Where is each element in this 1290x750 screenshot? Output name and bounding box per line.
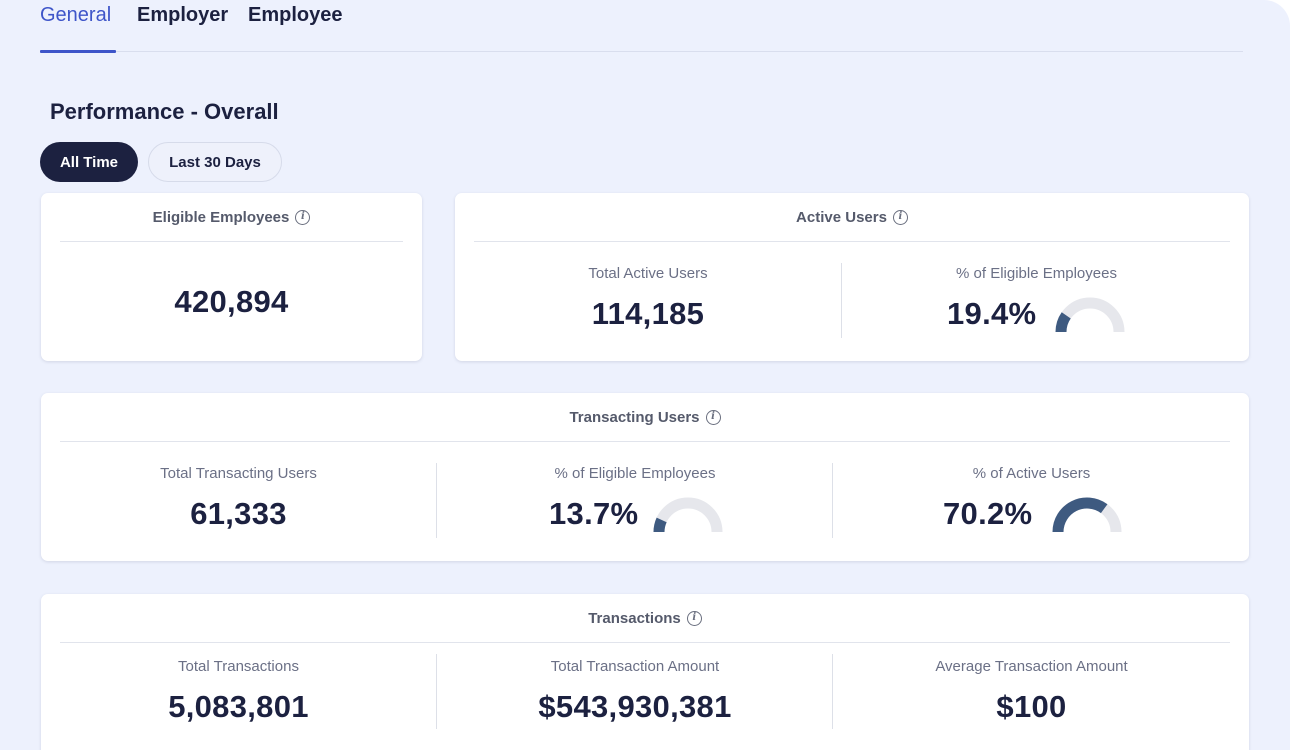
average-transaction-amount-value: $100 [996,689,1067,724]
filter-all-time-button[interactable]: All Time [40,142,138,182]
transacting-pct-active-gauge [1052,497,1122,533]
tab-employer[interactable]: Employer [137,4,229,26]
transactions-card: Transactions i Total Transactions 5,083,… [41,594,1249,750]
divider [436,654,437,729]
average-transaction-amount-label: Average Transaction Amount [935,658,1128,675]
transacting-pct-eligible-label: % of Eligible Employees [554,465,716,482]
card-title: Transactions [588,609,681,627]
transacting-pct-eligible-value: 13.7% [549,496,639,531]
gauge-fill [653,517,667,533]
total-active-users-value: 114,185 [591,296,705,331]
card-title: Transacting Users [569,408,700,426]
info-icon[interactable]: i [295,209,311,225]
total-transactions-label: Total Transactions [178,658,299,675]
card-header: Transactions i [60,594,1230,643]
page-title: Performance - Overall [50,99,279,124]
transacting-pct-active-value: 70.2% [943,496,1033,531]
eligible-employees-value: 420,894 [174,284,289,319]
gauge-track [1055,297,1125,333]
gauge-fill [1055,312,1071,333]
total-transacting-users-value: 61,333 [190,496,287,531]
tab-general[interactable]: General [40,4,116,53]
gauge-fill [1052,497,1108,533]
card-header: Transacting Users i [60,393,1230,442]
transacting-pct-active-label: % of Active Users [972,465,1091,482]
transacting-pct-eligible-gauge [653,497,723,533]
total-active-users-label: Total Active Users [588,265,708,282]
tab-bar: General Employer Employee [40,0,1243,53]
active-pct-eligible-label: % of Eligible Employees [956,265,1117,282]
transacting-users-card: Transacting Users i Total Transacting Us… [41,393,1249,561]
card-header: Eligible Employees i [60,193,403,242]
divider [436,463,437,538]
info-icon[interactable]: i [686,610,702,626]
active-users-card: Active Users i Total Active Users 114,18… [455,193,1249,361]
divider [841,263,842,338]
info-icon[interactable]: i [892,209,908,225]
info-icon[interactable]: i [705,409,721,425]
eligible-employees-card: Eligible Employees i 420,894 [41,193,422,361]
divider [832,463,833,538]
total-transactions-value: 5,083,801 [168,689,309,724]
filter-last-30-days-button[interactable]: Last 30 Days [148,142,282,182]
total-transacting-users-label: Total Transacting Users [160,465,317,482]
active-pct-eligible-value: 19.4% [947,296,1037,331]
tab-employee[interactable]: Employee [248,4,343,26]
total-transaction-amount-label: Total Transaction Amount [550,658,720,675]
gauge-track [653,497,723,533]
divider [832,654,833,729]
card-title: Eligible Employees [152,208,290,226]
card-title: Active Users [796,208,887,226]
active-pct-gauge [1055,297,1125,333]
total-transaction-amount-value: $543,930,381 [538,689,732,724]
card-header: Active Users i [474,193,1230,242]
